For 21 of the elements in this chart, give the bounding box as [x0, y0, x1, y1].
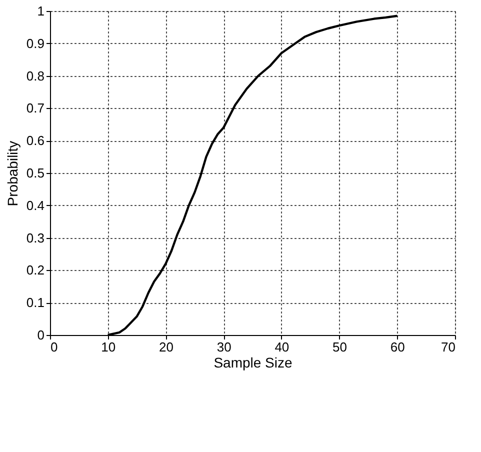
- x-tick-label: 60: [390, 340, 405, 354]
- x-tick-label: 30: [216, 340, 232, 354]
- y-tick-label: 0.5: [26, 166, 44, 180]
- x-tick-label: 70: [441, 340, 456, 354]
- x-tick-label: 50: [332, 340, 348, 354]
- y-tick-label: 0.9: [26, 36, 44, 51]
- x-tick-label: 0: [50, 340, 58, 354]
- y-tick-label: 0.8: [26, 68, 44, 84]
- y-tick-label: 0.1: [26, 295, 44, 310]
- y-tick-label: 0.4: [26, 198, 44, 213]
- y-tick-label: 0.6: [26, 133, 44, 148]
- x-tick-label: 40: [274, 340, 290, 354]
- y-axis-title: Probability: [4, 140, 20, 206]
- x-axis-title: Sample Size: [214, 354, 293, 370]
- x-tick-label: 10: [101, 340, 116, 354]
- y-tick-label: 1: [37, 4, 44, 18]
- y-tick-label: 0.2: [26, 262, 44, 278]
- x-tick-label: 20: [158, 340, 174, 354]
- y-tick-label: 0.3: [26, 230, 44, 246]
- y-tick-label: 0.7: [26, 100, 44, 116]
- y-tick-label: 0: [37, 328, 44, 342]
